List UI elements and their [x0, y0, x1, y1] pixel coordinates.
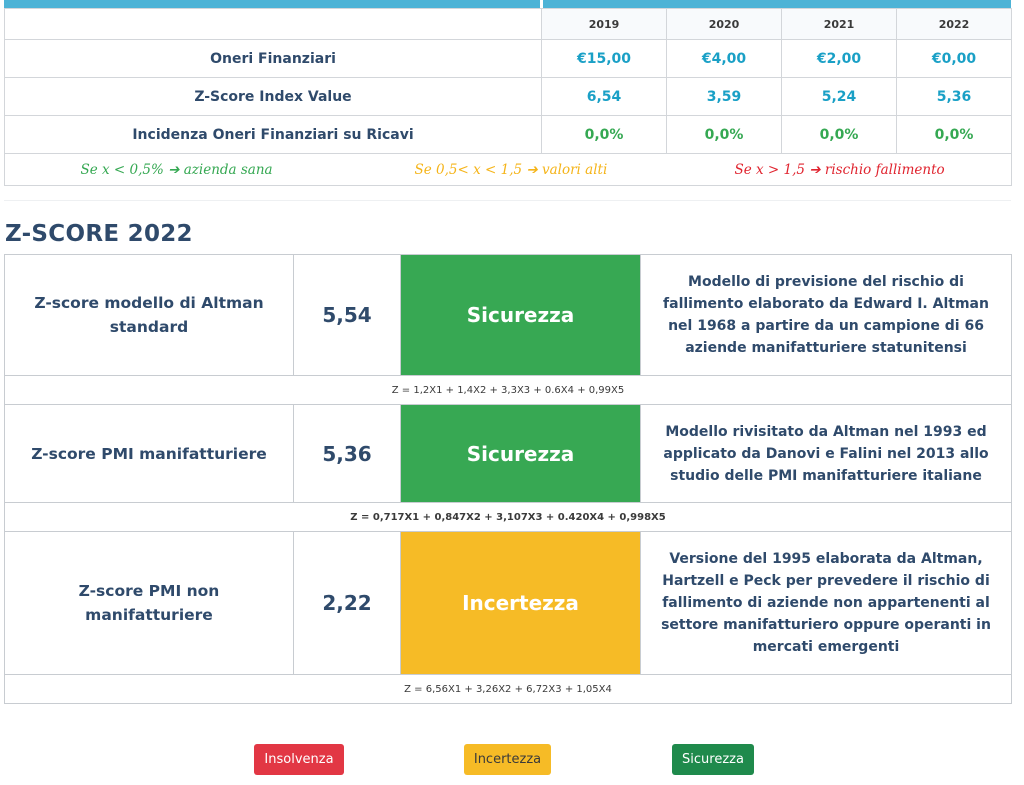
status-badge: Incertezza: [400, 531, 641, 675]
table-cell: €15,00: [541, 39, 667, 78]
legend-row: Se x < 0,5% ➔ azienda sana Se 0,5< x < 1…: [4, 153, 1012, 186]
formula-row: Z = 1,2X1 + 1,4X2 + 3,3X3 + 0.6X4 + 0,99…: [4, 375, 1012, 405]
model-formula: Z = 0,717X1 + 0,847X2 + 3,107X3 + 0.420X…: [4, 502, 1012, 532]
legend-failure-risk: Se x > 1,5 ➔ rischio fallimento: [734, 161, 945, 178]
year-header-row: 2019 2020 2021 2022: [4, 8, 1012, 40]
table-cell: 5,36: [896, 77, 1012, 116]
table-cell: 6,54: [541, 77, 667, 116]
table-row-incidenza-oneri: Incidenza Oneri Finanziari su Ricavi 0,0…: [4, 115, 1012, 154]
table-cell: 0,0%: [781, 115, 897, 154]
zscore-row-pmi-non-manifatturiere: Z-score PMI non manifatturiere 2,22 Ince…: [4, 531, 1012, 675]
zscore-section-title: Z-SCORE 2022: [5, 221, 193, 247]
year-header: 2022: [896, 8, 1012, 40]
legend-healthy: Se x < 0,5% ➔ azienda sana: [80, 161, 273, 178]
year-header: 2021: [781, 8, 897, 40]
table-cell: 0,0%: [666, 115, 782, 154]
table-cell: 0,0%: [896, 115, 1012, 154]
table-row-z-score-index: Z-Score Index Value 6,54 3,59 5,24 5,36: [4, 77, 1012, 116]
legend-cell: Se x < 0,5% ➔ azienda sana Se 0,5< x < 1…: [4, 153, 1012, 186]
formula-row: Z = 6,56X1 + 3,26X2 + 6,72X3 + 1,05X4: [4, 674, 1012, 704]
status-badge: Sicurezza: [400, 254, 641, 376]
row-label: Z-Score Index Value: [4, 77, 542, 116]
zscore-models-table: Z-score modello di Altman standard 5,54 …: [4, 254, 1012, 704]
table-cell: €2,00: [781, 39, 897, 78]
model-formula: Z = 1,2X1 + 1,4X2 + 3,3X3 + 0.6X4 + 0,99…: [4, 375, 1012, 405]
zscore-row-pmi-manifatturiere: Z-score PMI manifatturiere 5,36 Sicurezz…: [4, 404, 1012, 503]
financial-indicators-table: 2019 2020 2021 2022 Oneri Finanziari €15…: [4, 8, 1012, 186]
model-name: Z-score PMI non manifatturiere: [4, 531, 294, 675]
zscore-row-altman-standard: Z-score modello di Altman standard 5,54 …: [4, 254, 1012, 376]
formula-row: Z = 0,717X1 + 0,847X2 + 3,107X3 + 0.420X…: [4, 502, 1012, 532]
model-description: Modello rivisitato da Altman nel 1993 ed…: [640, 404, 1012, 503]
top-accent-bar-right: [543, 0, 1011, 8]
table-cell: 3,59: [666, 77, 782, 116]
row-label: Oneri Finanziari: [4, 39, 542, 78]
section-divider: [4, 200, 1011, 201]
row-label: Incidenza Oneri Finanziari su Ricavi: [4, 115, 542, 154]
insolvenza-button[interactable]: Insolvenza: [254, 744, 344, 775]
model-score: 5,36: [293, 404, 401, 503]
legend-high-values: Se 0,5< x < 1,5 ➔ valori alti: [414, 161, 608, 178]
model-description: Versione del 1995 elaborata da Altman, H…: [640, 531, 1012, 675]
incertezza-button[interactable]: Incertezza: [464, 744, 551, 775]
header-blank-cell: [4, 8, 542, 40]
model-name: Z-score modello di Altman standard: [4, 254, 294, 376]
model-formula: Z = 6,56X1 + 3,26X2 + 6,72X3 + 1,05X4: [4, 674, 1012, 704]
model-score: 2,22: [293, 531, 401, 675]
status-badge: Sicurezza: [400, 404, 641, 503]
table-cell: 5,24: [781, 77, 897, 116]
sicurezza-button[interactable]: Sicurezza: [672, 744, 754, 775]
year-header: 2019: [541, 8, 667, 40]
model-name: Z-score PMI manifatturiere: [4, 404, 294, 503]
table-cell: 0,0%: [541, 115, 667, 154]
table-cell: €0,00: [896, 39, 1012, 78]
table-cell: €4,00: [666, 39, 782, 78]
top-accent-bar-left: [4, 0, 540, 8]
year-header: 2020: [666, 8, 782, 40]
table-row-oneri-finanziari: Oneri Finanziari €15,00 €4,00 €2,00 €0,0…: [4, 39, 1012, 78]
model-score: 5,54: [293, 254, 401, 376]
model-description: Modello di previsione del rischio di fal…: [640, 254, 1012, 376]
